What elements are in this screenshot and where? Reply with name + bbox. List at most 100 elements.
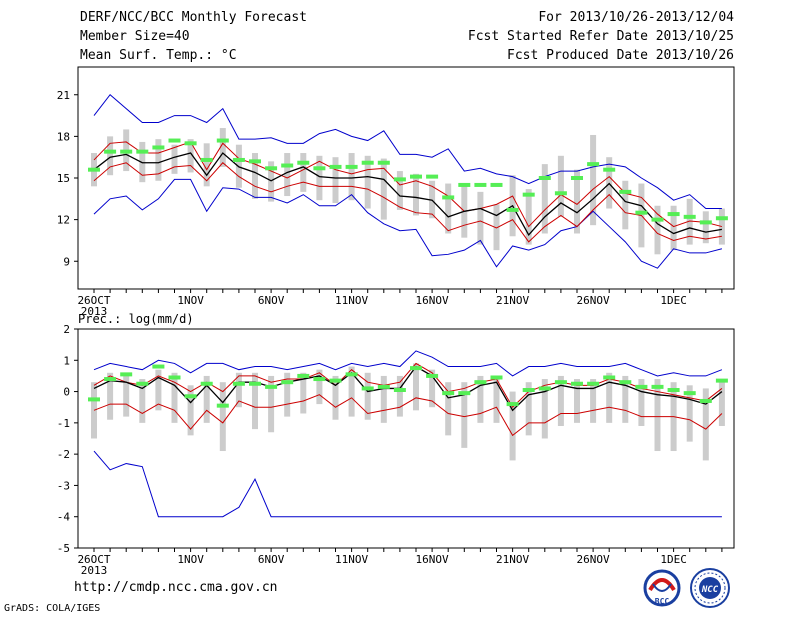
spread-box [348,153,355,201]
y-tick-label: 1 [63,354,70,367]
y-tick-label: 0 [63,386,70,399]
x-tick-label: 26OCT [77,294,110,307]
spread-box [413,363,419,411]
spread-box [541,164,548,234]
observation-marker [410,174,422,179]
logos: BCC NCC [643,568,730,608]
y-tick-label: 18 [57,130,70,143]
spread-box [219,128,226,167]
observation-marker [587,162,600,167]
spread-box [445,382,452,436]
observation-marker [120,149,133,154]
header-variable: Mean Surf. Temp.: °C [80,48,237,63]
spread-box [557,375,564,426]
observation-marker [651,217,664,222]
ensemble-lower-line [93,162,722,243]
spread-box [654,379,661,452]
observation-marker [506,402,519,407]
observation-marker [152,145,165,150]
observation-marker [683,391,696,396]
observation-marker [281,163,294,168]
observation-marker [136,381,149,386]
spread-box [461,183,468,238]
spread-box [187,385,194,436]
observation-marker [297,373,310,378]
observation-marker [635,210,648,215]
spread-box [155,369,162,411]
observation-marker [715,216,728,221]
spread-box [477,191,484,245]
y-tick-label: 12 [57,214,70,227]
spread-box [171,372,178,423]
observation-marker [619,380,632,385]
x-tick-label: 26NOV [577,294,610,307]
spread-box [509,391,516,461]
observation-marker [715,378,728,383]
observation-marker [442,195,455,200]
source-url[interactable]: http://cmdp.ncc.cma.gov.cn [74,580,278,595]
observation-marker [168,138,181,143]
spread-box [316,369,323,405]
spread-box [622,375,629,423]
observation-marker [152,364,165,369]
spread-box [123,372,130,417]
observation-marker [232,157,245,162]
observation-marker [313,166,326,171]
y-tick-label: -1 [57,417,70,430]
observation-marker [216,138,229,143]
observation-marker [265,166,278,171]
x-tick-label: 21NOV [496,294,529,307]
x-tick-label: 26OCT [77,553,110,566]
observation-marker [265,384,278,389]
spread-box [300,372,307,414]
header-title: DERF/NCC/BCC Monthly Forecast [80,10,307,25]
observation-marker [393,177,406,182]
observation-marker [281,380,294,385]
bcc-logo: BCC [643,569,681,607]
x-tick-label: 1DEC [660,553,687,566]
observation-marker [603,167,616,172]
observation-marker [426,373,439,378]
observation-marker [426,174,439,179]
observation-marker [474,380,487,385]
spread-box [461,382,468,448]
spread-box [332,157,339,203]
spread-box [300,153,307,192]
spread-box [235,372,242,408]
spread-box [91,382,97,439]
observation-marker [538,176,551,180]
observation-marker [587,381,600,386]
observation-marker [522,388,535,393]
observation-marker [216,403,229,408]
x-tick-label: 16NOV [416,294,449,307]
spread-box [348,366,355,417]
observation-marker [474,182,487,187]
ncc-logo: NCC [690,568,730,608]
spread-box [574,169,580,234]
grads-credit: GrADS: COLA/IGES [4,603,101,614]
spread-box [171,144,178,174]
observation-marker [603,375,616,380]
observation-marker [104,377,117,382]
spread-box [606,372,613,423]
spread-box [107,372,114,420]
y-tick-label: 9 [63,255,70,268]
observation-marker [184,141,197,146]
observation-marker [490,182,503,187]
x-tick-year-label: 2013 [81,564,108,577]
observation-marker [699,398,712,403]
observation-marker [249,381,261,386]
x-tick-label: 1NOV [177,294,204,307]
observation-marker [571,176,583,180]
observation-marker [538,386,551,391]
spread-box [203,375,210,423]
spread-box [284,372,291,417]
ensemble-min-line [93,178,723,269]
spread-box [252,153,258,199]
bcc-logo-text: BCC [655,597,670,606]
x-tick-label: 16NOV [416,553,449,566]
spread-box [590,134,597,226]
observation-marker [619,189,632,194]
observation-marker [361,386,374,391]
spread-box [670,205,677,251]
